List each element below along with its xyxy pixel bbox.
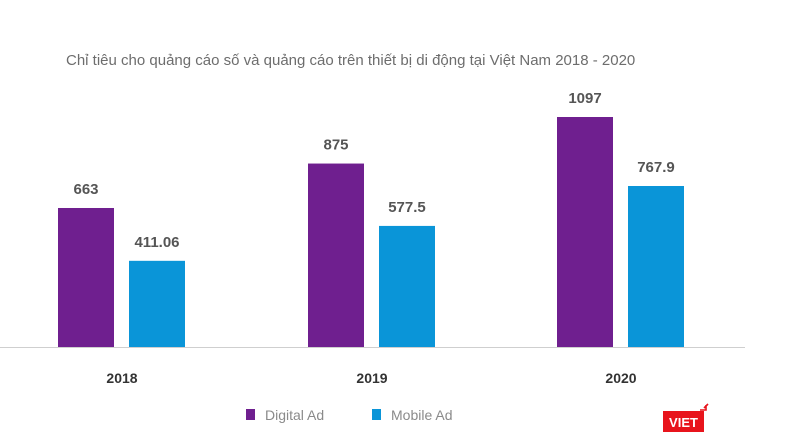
- bar-digital-ad-2020: [557, 117, 613, 347]
- x-tick-label: 2020: [605, 370, 636, 386]
- bar-mobile-ad-2018: [129, 260, 185, 347]
- bar-mobile-ad-2020: [628, 186, 684, 347]
- viet-logo: VIET: [663, 403, 709, 432]
- legend-swatch-digital-ad: [246, 409, 255, 420]
- legend-swatch-mobile-ad: [372, 409, 381, 420]
- bar-digital-ad-2018: [58, 207, 114, 347]
- data-label: 1097: [568, 90, 601, 107]
- data-label: 767.9: [637, 159, 675, 176]
- legend-label-mobile-ad: Mobile Ad: [391, 407, 452, 423]
- x-tick-label: 2019: [356, 370, 387, 386]
- data-label: 875: [323, 137, 348, 154]
- data-label: 411.06: [134, 234, 179, 251]
- x-tick-label: 2018: [106, 370, 137, 386]
- bar-digital-ad-2019: [308, 163, 364, 347]
- data-label: 663: [73, 181, 98, 198]
- svg-text:VIET: VIET: [669, 415, 698, 430]
- data-label: 577.5: [388, 199, 426, 216]
- legend-label-digital-ad: Digital Ad: [265, 407, 324, 423]
- bar-mobile-ad-2019: [379, 225, 435, 347]
- legend: Digital Ad Mobile Ad: [246, 407, 452, 423]
- chart-title: Chỉ tiêu cho quảng cáo số và quảng cáo t…: [66, 52, 635, 69]
